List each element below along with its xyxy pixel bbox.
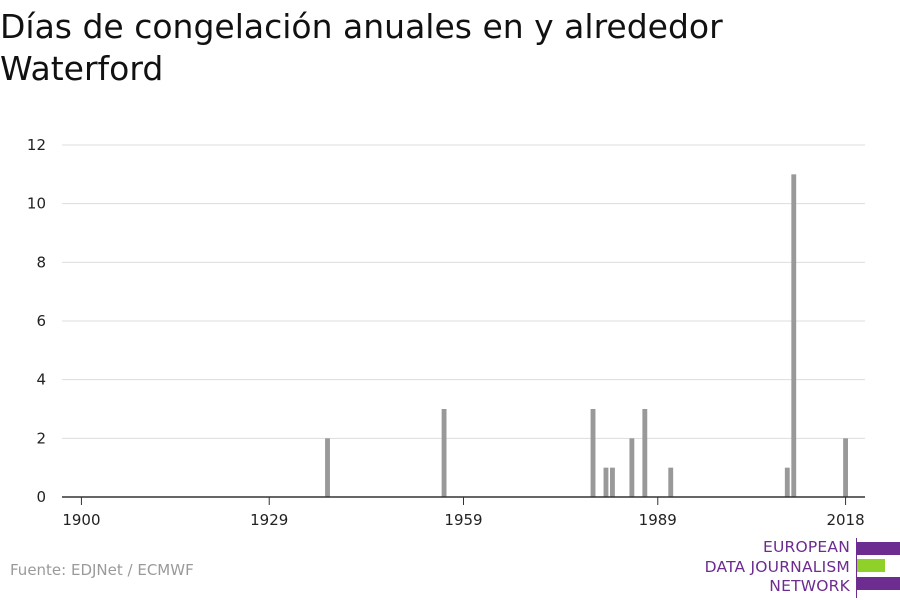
- bar: [590, 409, 596, 497]
- bar: [629, 438, 635, 497]
- chart-title: Días de congelación anuales en y alreded…: [0, 7, 723, 88]
- y-tick-label: 8: [36, 253, 46, 271]
- bar: [610, 467, 615, 497]
- bar: [642, 409, 648, 497]
- source-note: Fuente: EDJNet / ECMWF: [10, 561, 194, 579]
- logo-line-2: DATA JOURNALISM: [704, 558, 850, 576]
- x-tick-label: 2018: [826, 511, 864, 529]
- y-tick-label: 4: [36, 371, 46, 389]
- logo-divider: [856, 538, 857, 598]
- bar: [791, 174, 797, 498]
- logo-line-1: EUROPEAN: [762, 538, 850, 556]
- bar: [441, 409, 447, 497]
- x-tick-label: 1989: [639, 511, 677, 529]
- bars: [325, 174, 849, 498]
- y-tick-label: 12: [27, 136, 46, 154]
- x-tick-label: 1929: [250, 511, 288, 529]
- edjnet-logo[interactable]: EUROPEAN DATA JOURNALISM NETWORK: [700, 538, 900, 598]
- logo-bar-green: [857, 559, 885, 572]
- bar: [784, 467, 790, 497]
- x-axis-ticks: 1900 1929 1959 1989 2018: [62, 497, 865, 529]
- logo-bar-purple-top: [857, 542, 900, 555]
- bar: [603, 467, 609, 497]
- logo-line-3: NETWORK: [769, 577, 850, 595]
- y-tick-label: 10: [27, 195, 46, 213]
- logo-bar-purple-bottom: [857, 577, 900, 590]
- bar: [325, 438, 330, 497]
- bar: [843, 438, 849, 497]
- x-tick-label: 1959: [444, 511, 482, 529]
- y-tick-label: 2: [36, 429, 46, 447]
- y-axis-ticks: 0 2 4 6 8 10 12: [27, 136, 46, 506]
- bar: [668, 467, 674, 497]
- x-tick-label: 1900: [62, 511, 100, 529]
- gridlines: [62, 144, 865, 439]
- y-tick-label: 0: [36, 488, 46, 506]
- y-tick-label: 6: [36, 312, 46, 330]
